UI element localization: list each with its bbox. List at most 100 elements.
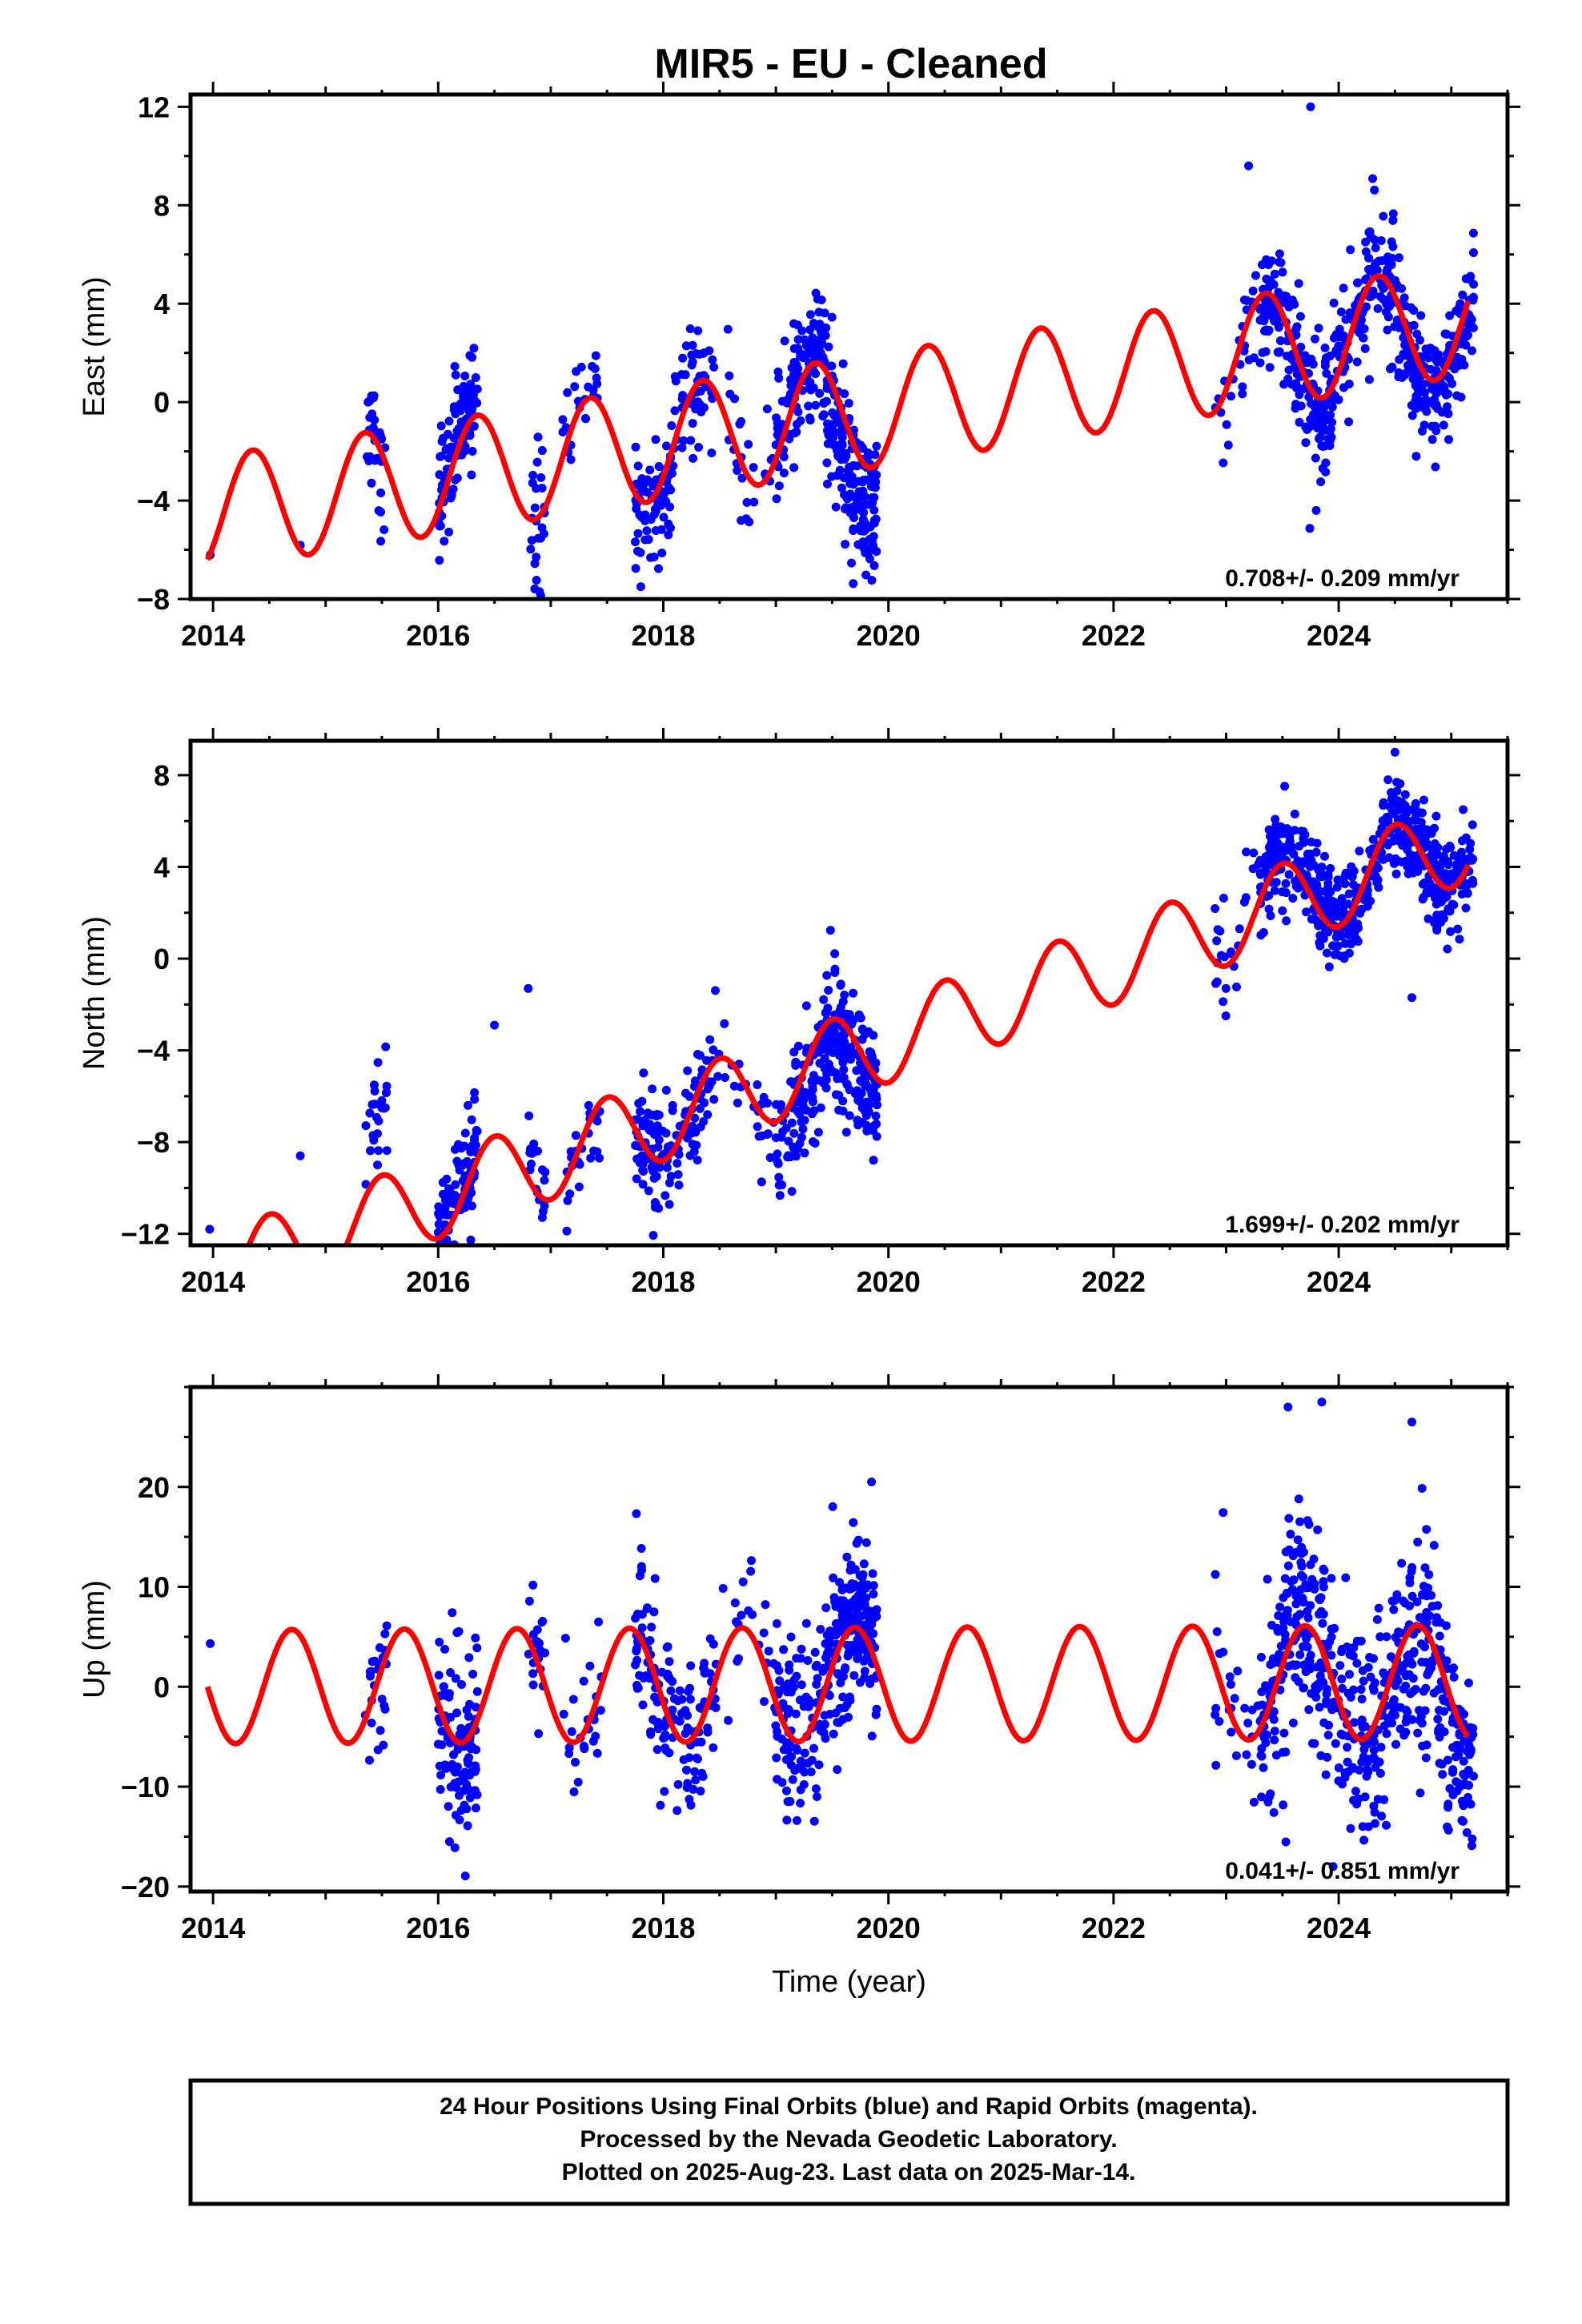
data-point (1275, 347, 1284, 356)
data-point (773, 1661, 782, 1671)
data-point (1302, 907, 1311, 917)
data-point (632, 1174, 641, 1184)
data-point (705, 1035, 715, 1044)
y-tick-label: −8 (137, 1126, 170, 1159)
data-point (1323, 948, 1331, 958)
data-point (1257, 1751, 1267, 1761)
data-point (673, 1170, 683, 1180)
data-point (571, 1758, 580, 1767)
data-point (1212, 936, 1222, 946)
data-point (1315, 1703, 1324, 1712)
data-point (1240, 1703, 1250, 1713)
data-point (437, 1727, 447, 1736)
data-point (1279, 1800, 1288, 1810)
data-point (838, 1058, 848, 1068)
data-point (796, 352, 805, 362)
data-point (1301, 1667, 1311, 1676)
data-point (1278, 906, 1287, 915)
data-point (683, 1066, 693, 1076)
data-point (1219, 894, 1228, 903)
data-point (1307, 399, 1316, 408)
data-point (1376, 851, 1386, 861)
data-point (671, 376, 681, 386)
data-point (1422, 1740, 1431, 1750)
data-point (563, 388, 572, 397)
data-point (1460, 1736, 1469, 1746)
data-point (681, 370, 690, 380)
data-point (757, 1177, 766, 1187)
data-point (1468, 1730, 1478, 1739)
data-point (807, 1078, 817, 1088)
data-point (568, 1695, 578, 1704)
data-point (797, 1680, 806, 1690)
data-point (846, 1055, 855, 1064)
data-point (867, 1731, 877, 1741)
data-point (559, 1710, 568, 1719)
data-point (1359, 324, 1369, 333)
data-point (1348, 1651, 1358, 1661)
data-point (646, 515, 656, 525)
data-point (1399, 1731, 1409, 1740)
data-point (804, 1702, 813, 1711)
data-point (1333, 349, 1343, 359)
data-point (1435, 1631, 1444, 1641)
data-point (471, 1633, 480, 1642)
data-point (687, 360, 697, 370)
data-point (1221, 1011, 1231, 1020)
data-point (1304, 1705, 1314, 1715)
data-point (528, 470, 538, 480)
data-point (634, 1099, 644, 1108)
data-point (1374, 1725, 1383, 1735)
data-point (635, 510, 644, 520)
data-point (723, 324, 733, 334)
y-axis-label: East (mm) (78, 276, 111, 416)
data-point (472, 1687, 482, 1696)
data-point (801, 1088, 809, 1097)
data-point (1225, 1672, 1235, 1682)
rate-annotation: 1.699+/- 0.202 mm/yr (1225, 1212, 1460, 1238)
data-point (656, 1800, 665, 1810)
data-point (1379, 801, 1388, 810)
data-point (1443, 1825, 1453, 1835)
data-point (1416, 311, 1426, 320)
data-point (763, 1129, 773, 1139)
data-point (1247, 1705, 1257, 1715)
data-point (816, 1103, 825, 1112)
data-point (1382, 1632, 1391, 1642)
data-point (718, 1584, 728, 1593)
data-point (1248, 864, 1258, 874)
data-point (1399, 1684, 1408, 1694)
data-point (868, 1569, 877, 1578)
data-point (1363, 886, 1372, 895)
data-point (435, 1638, 444, 1647)
data-point (1294, 1494, 1303, 1504)
data-point (1296, 1549, 1306, 1558)
data-point (1456, 850, 1466, 860)
data-point (849, 1671, 859, 1680)
data-point (829, 1573, 838, 1582)
data-point (532, 457, 542, 467)
data-point (1313, 1525, 1323, 1534)
data-point (872, 441, 881, 451)
data-point (1316, 477, 1326, 487)
data-point (871, 1058, 881, 1068)
data-point (1361, 237, 1371, 247)
data-point (1443, 409, 1453, 419)
data-point (455, 1791, 464, 1800)
data-point (746, 1566, 756, 1576)
y-axis-label: North (mm) (78, 916, 111, 1070)
data-point (840, 1010, 849, 1019)
data-point (792, 420, 801, 429)
data-point (829, 1035, 838, 1044)
x-tick-label: 2018 (631, 1265, 695, 1298)
data-point (528, 478, 537, 488)
data-point (800, 1116, 809, 1125)
data-point (1468, 1723, 1478, 1733)
data-point (799, 1779, 809, 1789)
data-point (579, 1676, 588, 1686)
data-point (1363, 1663, 1373, 1672)
data-point (1331, 898, 1340, 907)
data-point (535, 587, 544, 597)
data-point (365, 396, 375, 406)
data-point (650, 1692, 660, 1702)
